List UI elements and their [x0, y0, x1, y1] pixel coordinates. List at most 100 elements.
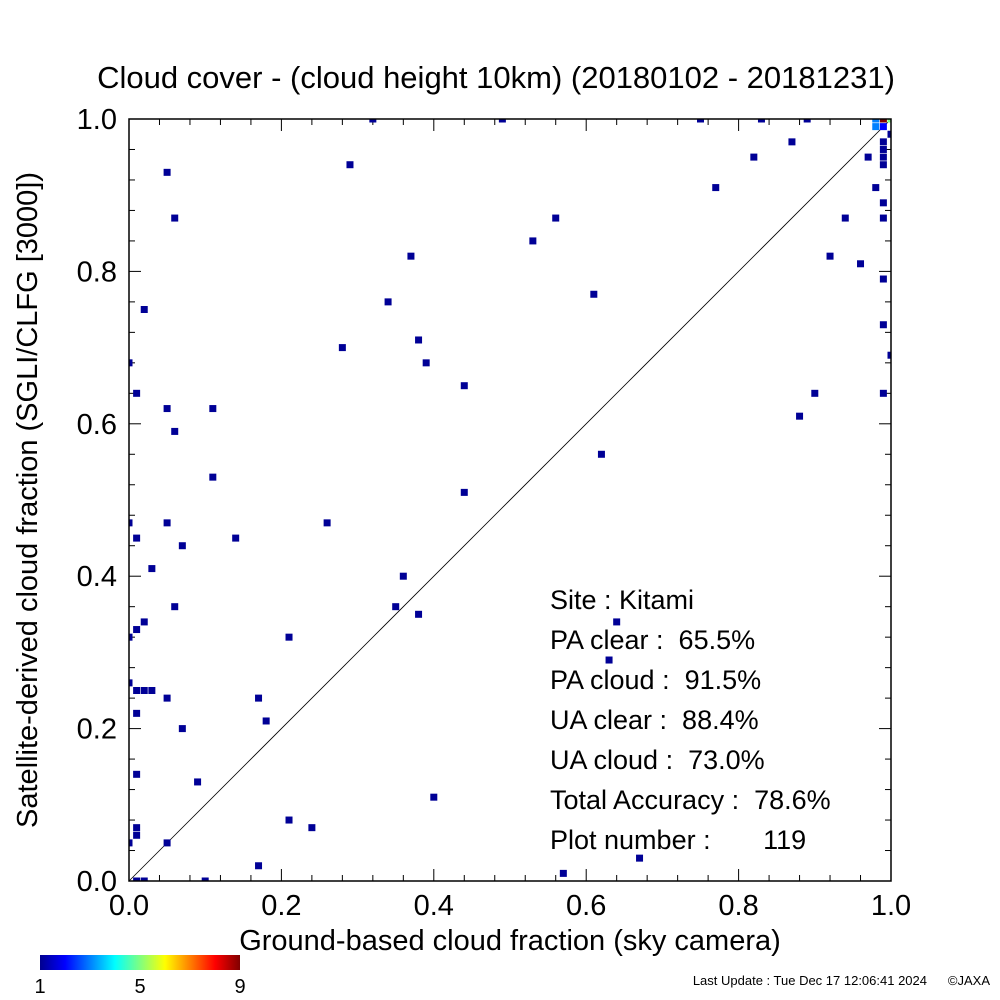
colorbar-tick-label: 9	[234, 976, 245, 998]
data-point	[407, 252, 415, 260]
data-point	[384, 298, 392, 306]
data-point	[232, 534, 240, 542]
data-point	[879, 119, 887, 123]
data-point	[872, 119, 880, 123]
data-point	[369, 119, 377, 123]
data-point	[750, 153, 758, 161]
data-point	[163, 519, 171, 527]
data-point	[392, 603, 400, 611]
data-point	[879, 214, 887, 222]
data-point	[133, 824, 141, 832]
x-tick-label: 0.0	[109, 890, 149, 922]
stat-line: PA cloud : 91.5%	[550, 665, 761, 695]
data-point	[285, 816, 293, 824]
data-point	[460, 488, 468, 496]
data-point	[140, 618, 148, 626]
y-axis-label: Satellite-derived cloud fraction (SGLI/C…	[12, 172, 44, 828]
data-point	[308, 824, 316, 832]
data-points	[129, 119, 891, 881]
data-point	[133, 626, 141, 634]
y-tick-label: 1.0	[77, 104, 117, 136]
copyright-text: ©JAXA	[948, 973, 990, 988]
data-point	[712, 184, 720, 192]
data-point	[140, 687, 148, 694]
stat-line: UA clear : 88.4%	[550, 705, 759, 735]
data-point	[879, 161, 887, 169]
data-point	[178, 725, 186, 733]
data-point	[163, 839, 171, 847]
data-point	[803, 119, 811, 123]
x-tick-label: 0.6	[566, 890, 606, 922]
data-point	[841, 214, 849, 222]
data-point	[133, 709, 141, 717]
data-point	[887, 130, 891, 138]
data-point	[129, 633, 133, 641]
data-point	[129, 839, 133, 847]
data-point	[194, 778, 202, 786]
data-point	[133, 389, 141, 397]
data-point	[163, 168, 171, 176]
data-point	[171, 427, 179, 435]
y-tick-label: 0.2	[77, 714, 117, 746]
data-point	[163, 694, 171, 702]
data-point	[872, 184, 880, 192]
data-point	[133, 687, 141, 694]
stat-line: PA clear : 65.5%	[550, 625, 755, 655]
data-point	[552, 214, 560, 222]
data-point	[811, 389, 819, 397]
data-point	[613, 618, 621, 626]
stat-line: Site : Kitami	[550, 585, 694, 615]
data-point	[178, 542, 186, 550]
data-point	[879, 389, 887, 397]
last-update-text: Last Update : Tue Dec 17 12:06:41 2024	[693, 973, 927, 988]
x-tick-label: 0.8	[718, 890, 758, 922]
stat-line: Total Accuracy : 78.6%	[550, 785, 831, 815]
data-point	[879, 199, 887, 207]
x-axis-label: Ground-based cloud fraction (sky camera)	[239, 925, 781, 957]
data-point	[171, 603, 179, 611]
colorbar-tick-label: 5	[134, 976, 145, 998]
data-point	[887, 119, 891, 123]
y-tick-label: 0.4	[77, 561, 117, 593]
data-point	[209, 405, 217, 413]
data-point	[697, 119, 704, 123]
y-tick-label: 0.8	[77, 256, 117, 288]
x-tick-label: 1.0	[871, 890, 911, 922]
plot-frame	[128, 118, 892, 882]
x-tick-label: 0.2	[261, 890, 301, 922]
data-point	[590, 290, 598, 298]
data-point	[879, 123, 887, 131]
data-point	[133, 534, 141, 542]
tick-labels: 0.0 0.2 0.4 0.6 0.8 1.0 0.0 0.2 0.4 0.6 0.8 1.0	[77, 104, 911, 922]
data-point	[559, 869, 567, 877]
data-point	[529, 237, 537, 245]
data-point	[129, 519, 133, 527]
data-point	[346, 161, 354, 169]
data-point	[255, 862, 263, 870]
one-to-one-line	[128, 118, 892, 882]
data-point	[879, 145, 887, 153]
data-point	[757, 119, 765, 123]
data-point	[498, 119, 506, 123]
data-point	[415, 336, 423, 344]
data-point	[857, 260, 865, 268]
data-point	[133, 831, 141, 839]
data-point	[338, 344, 346, 352]
data-point	[163, 405, 171, 413]
data-point	[323, 519, 331, 527]
data-point	[171, 214, 179, 222]
data-point	[285, 633, 293, 641]
data-point	[605, 656, 613, 664]
data-point	[415, 610, 423, 618]
data-point	[788, 138, 796, 146]
data-point	[864, 153, 872, 161]
data-point	[879, 275, 887, 283]
stat-line: UA cloud : 73.0%	[550, 745, 765, 775]
x-tick-label: 0.4	[414, 890, 454, 922]
data-point	[262, 717, 270, 725]
chart-title: Cloud cover - (cloud height 10km) (20180…	[97, 60, 895, 95]
data-point	[879, 138, 887, 146]
data-point	[422, 359, 430, 367]
data-point	[872, 123, 880, 131]
